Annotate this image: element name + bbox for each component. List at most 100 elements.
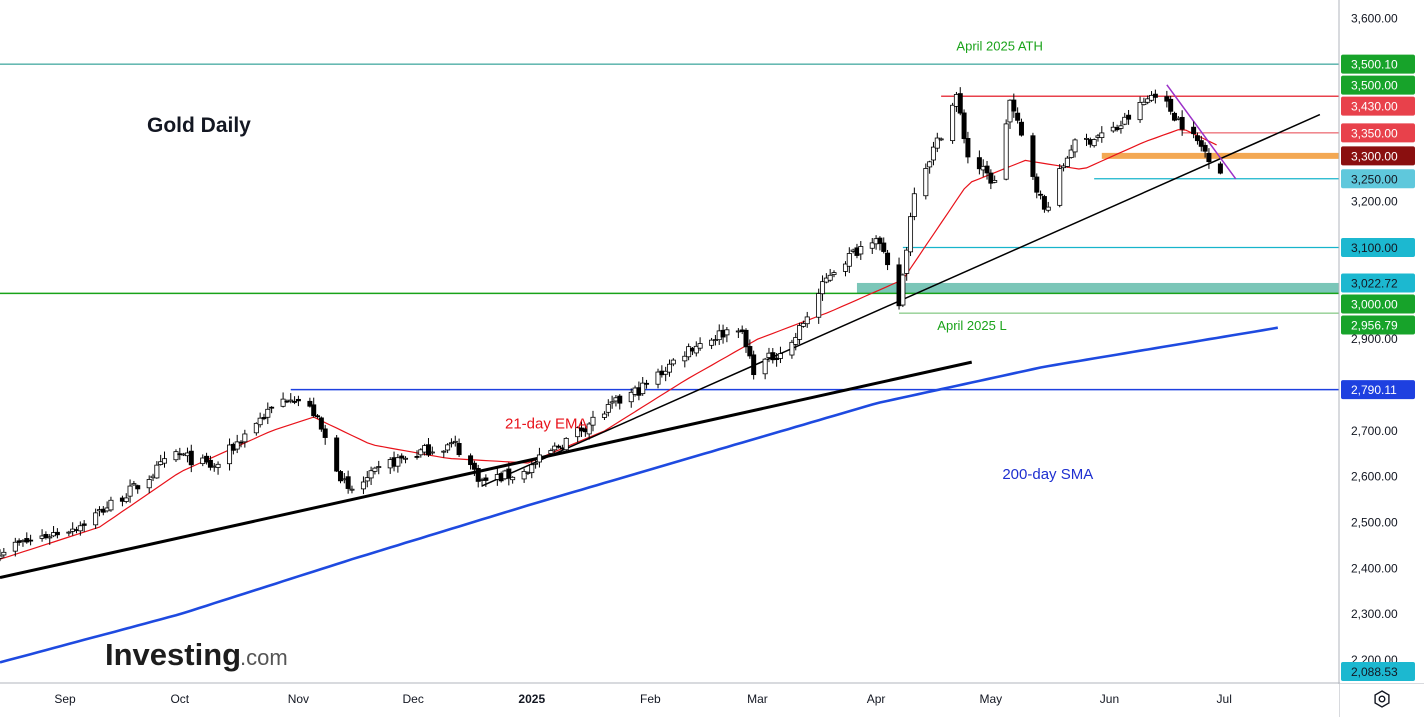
- candle-up: [693, 345, 699, 354]
- candle-up: [904, 249, 910, 274]
- price-tag-label: 3,000.00: [1351, 297, 1398, 311]
- candle-down: [976, 157, 982, 170]
- y-tick-label: 3,200.00: [1351, 195, 1398, 209]
- price-tag-label: 3,250.00: [1351, 172, 1398, 186]
- candle-down: [81, 523, 87, 526]
- candle-up: [842, 263, 848, 272]
- candle-up: [900, 274, 906, 306]
- zone-3000: [856, 282, 1339, 294]
- price-tag: [1341, 238, 1415, 258]
- watermark-suffix: .com: [240, 645, 288, 670]
- candle-up: [1122, 116, 1128, 125]
- candle-up: [93, 512, 99, 526]
- candle-down: [322, 428, 328, 438]
- y-tick-label: 2,300.00: [1351, 607, 1398, 621]
- price-tag: [1341, 315, 1415, 335]
- candle-up: [154, 464, 160, 479]
- candle-up: [1091, 139, 1097, 147]
- price-tag: [1341, 146, 1415, 166]
- candle-down: [315, 415, 321, 418]
- candle-up: [12, 541, 18, 552]
- candle-down: [988, 172, 994, 184]
- low-label: April 2025 L: [937, 318, 1006, 333]
- candle-down: [770, 352, 776, 361]
- candle-up: [257, 417, 263, 426]
- candle-down: [1194, 135, 1200, 142]
- candle-down: [644, 382, 650, 385]
- candle-down: [1198, 140, 1204, 147]
- y-tick-label: 3,600.00: [1351, 11, 1398, 25]
- candle-up: [762, 358, 768, 375]
- candle-up: [288, 399, 294, 402]
- candle-up: [820, 281, 826, 295]
- candle-up: [131, 483, 137, 486]
- candle-down: [957, 93, 963, 114]
- candle-down: [881, 242, 887, 252]
- candle-up: [609, 401, 615, 404]
- candle-down: [311, 404, 317, 417]
- candle-up: [628, 391, 634, 403]
- candle-up: [146, 479, 152, 489]
- candle-down: [1034, 176, 1040, 193]
- candle-down: [1179, 116, 1185, 130]
- candle-down: [135, 485, 141, 490]
- long-trendline: [0, 360, 973, 580]
- x-tick-label: Jul: [1217, 692, 1232, 706]
- price-tag: [1341, 294, 1415, 314]
- watermark: Investing .com: [105, 637, 288, 672]
- candle-down: [506, 468, 512, 479]
- candle-up: [265, 408, 271, 418]
- candle-down: [1171, 112, 1177, 121]
- candle-up: [1118, 125, 1124, 129]
- x-tick-label: Nov: [288, 692, 309, 706]
- x-axis-ticks: Sep Oct Nov Dec 2025 Feb Mar Apr May Jun Jul: [54, 692, 1232, 706]
- price-tag-label: 2,956.79: [1351, 318, 1398, 332]
- price-tag-label: 3,430.00: [1351, 100, 1398, 114]
- candle-down: [318, 417, 324, 430]
- candle-down: [188, 450, 194, 466]
- x-tick-label: Dec: [403, 692, 424, 706]
- candle-up: [800, 323, 806, 327]
- candle-up: [1149, 94, 1155, 101]
- candle-down: [1011, 99, 1017, 112]
- price-tag-label: 3,022.72: [1351, 276, 1398, 290]
- candle-down: [743, 329, 749, 348]
- candle-down: [238, 441, 244, 444]
- candle-up: [349, 488, 355, 491]
- candle-down: [456, 443, 462, 456]
- candle-up: [215, 463, 221, 468]
- candle-up: [655, 371, 661, 385]
- y-tick-label: 2,700.00: [1351, 424, 1398, 438]
- candle-up: [911, 193, 917, 217]
- candle-up: [827, 274, 833, 281]
- x-tick-label: Jun: [1100, 692, 1119, 706]
- price-tag-label: 3,500.10: [1351, 58, 1398, 72]
- candle-up: [804, 316, 810, 325]
- candle-up: [908, 216, 914, 253]
- candle-down: [28, 539, 34, 542]
- candle-up: [529, 464, 535, 474]
- sma-layer: [0, 326, 1279, 664]
- price-tag-label: 3,500.00: [1351, 79, 1398, 93]
- candle-down: [556, 445, 562, 448]
- candle-down: [1191, 126, 1197, 135]
- candle-up: [709, 339, 715, 346]
- candle-down: [425, 444, 431, 456]
- price-tag: [1341, 75, 1415, 95]
- candle-down: [751, 354, 757, 376]
- candle-up: [663, 370, 669, 375]
- candle-down: [1041, 196, 1047, 210]
- price-tag-label: 3,100.00: [1351, 241, 1398, 255]
- candle-down: [54, 531, 60, 536]
- candle-up: [1072, 139, 1078, 153]
- gear-icon[interactable]: [1374, 690, 1390, 708]
- candle-up: [1057, 168, 1063, 206]
- candle-down: [468, 455, 474, 466]
- candle-up: [429, 451, 435, 454]
- candle-up: [227, 444, 233, 465]
- x-axis-panel[interactable]: [0, 684, 1339, 717]
- candle-down: [1030, 135, 1036, 177]
- candle-up: [372, 467, 378, 472]
- candle-up: [1068, 149, 1074, 158]
